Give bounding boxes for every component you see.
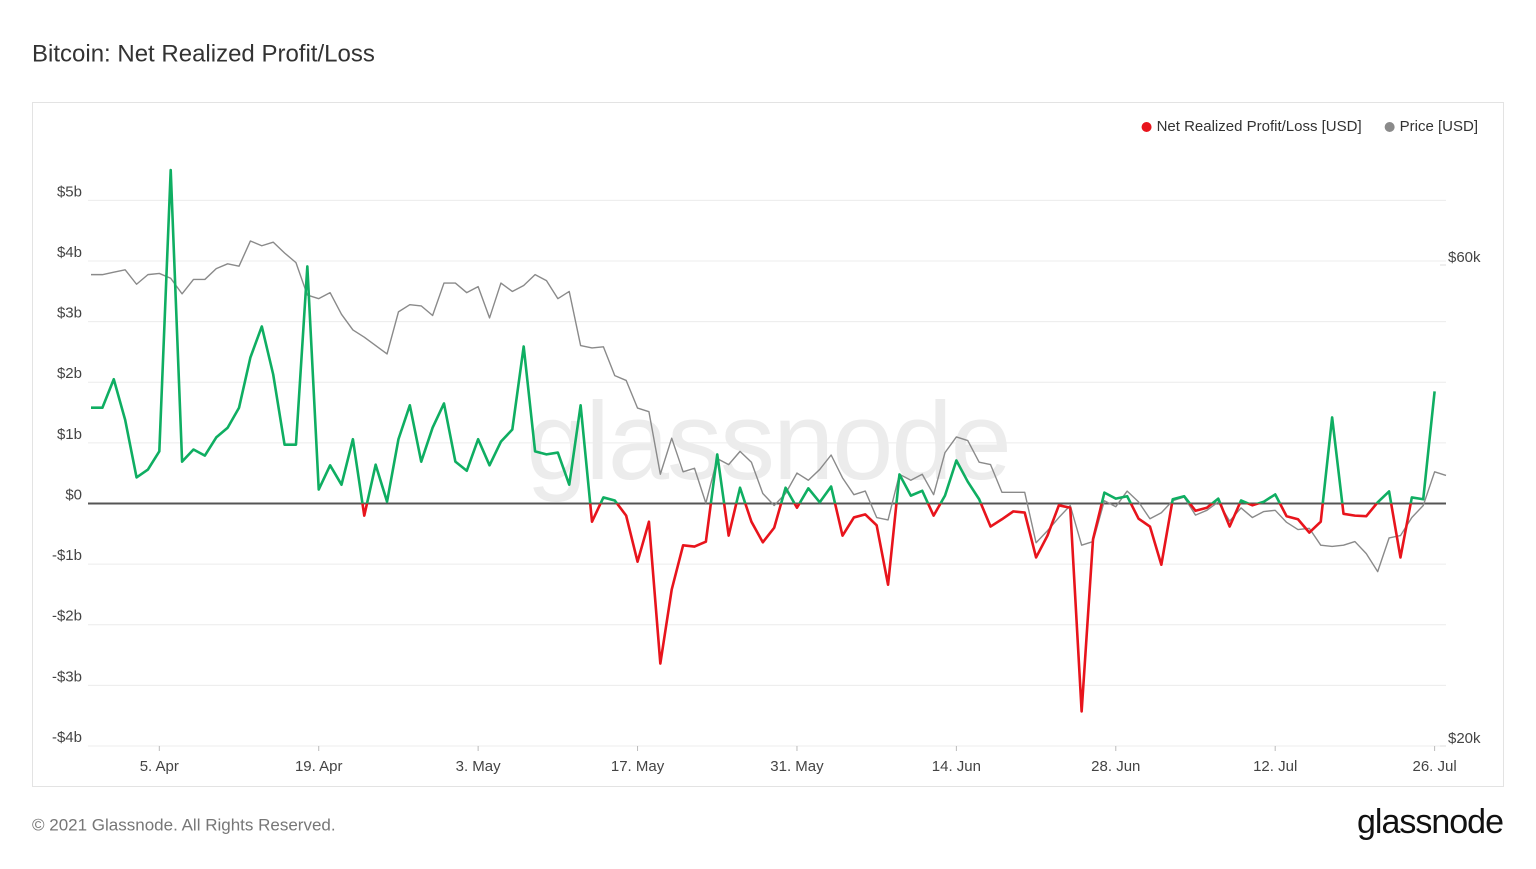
y-tick-label: $4b	[57, 244, 82, 261]
legend-label: Net Realized Profit/Loss [USD]	[1157, 118, 1362, 135]
footer: © 2021 Glassnode. All Rights Reserved.	[32, 815, 336, 834]
y-tick-label: -$4b	[52, 729, 82, 746]
x-tick-label: 12. Jul	[1253, 758, 1297, 775]
legend-swatch	[1384, 122, 1395, 132]
legend-swatch	[1141, 122, 1152, 132]
chart-title: Bitcoin: Net Realized Profit/Loss	[32, 40, 375, 67]
y-tick-label: $2b	[57, 365, 82, 382]
y-tick-label: -$3b	[52, 668, 82, 685]
x-tick-label: 19. Apr	[295, 758, 343, 775]
y-tick-label: -$1b	[52, 547, 82, 564]
y-tick-label: $5b	[57, 183, 82, 200]
x-tick-label: 17. May	[611, 758, 665, 775]
net-line	[91, 168, 1436, 713]
x-tick-label: 26. Jul	[1413, 758, 1457, 775]
logo: glassnode	[1357, 803, 1503, 841]
y-tick-label: $3b	[57, 305, 82, 322]
y2-tick-label: $20k	[1448, 730, 1481, 747]
chart-frame	[32, 102, 1504, 787]
x-tick-label: 5. Apr	[140, 758, 179, 775]
legend-label: Price [USD]	[1400, 118, 1478, 135]
y-tick-label: -$2b	[52, 608, 82, 625]
y-tick-label: $1b	[57, 426, 82, 443]
y2-tick-label: $60k	[1448, 249, 1481, 266]
y-tick-label: $0	[65, 486, 82, 503]
x-tick-label: 31. May	[770, 758, 824, 775]
x-tick-label: 3. May	[456, 758, 502, 775]
x-tick-label: 28. Jun	[1091, 758, 1140, 775]
x-tick-label: 14. Jun	[932, 758, 981, 775]
watermark: glassnode	[526, 380, 1010, 503]
